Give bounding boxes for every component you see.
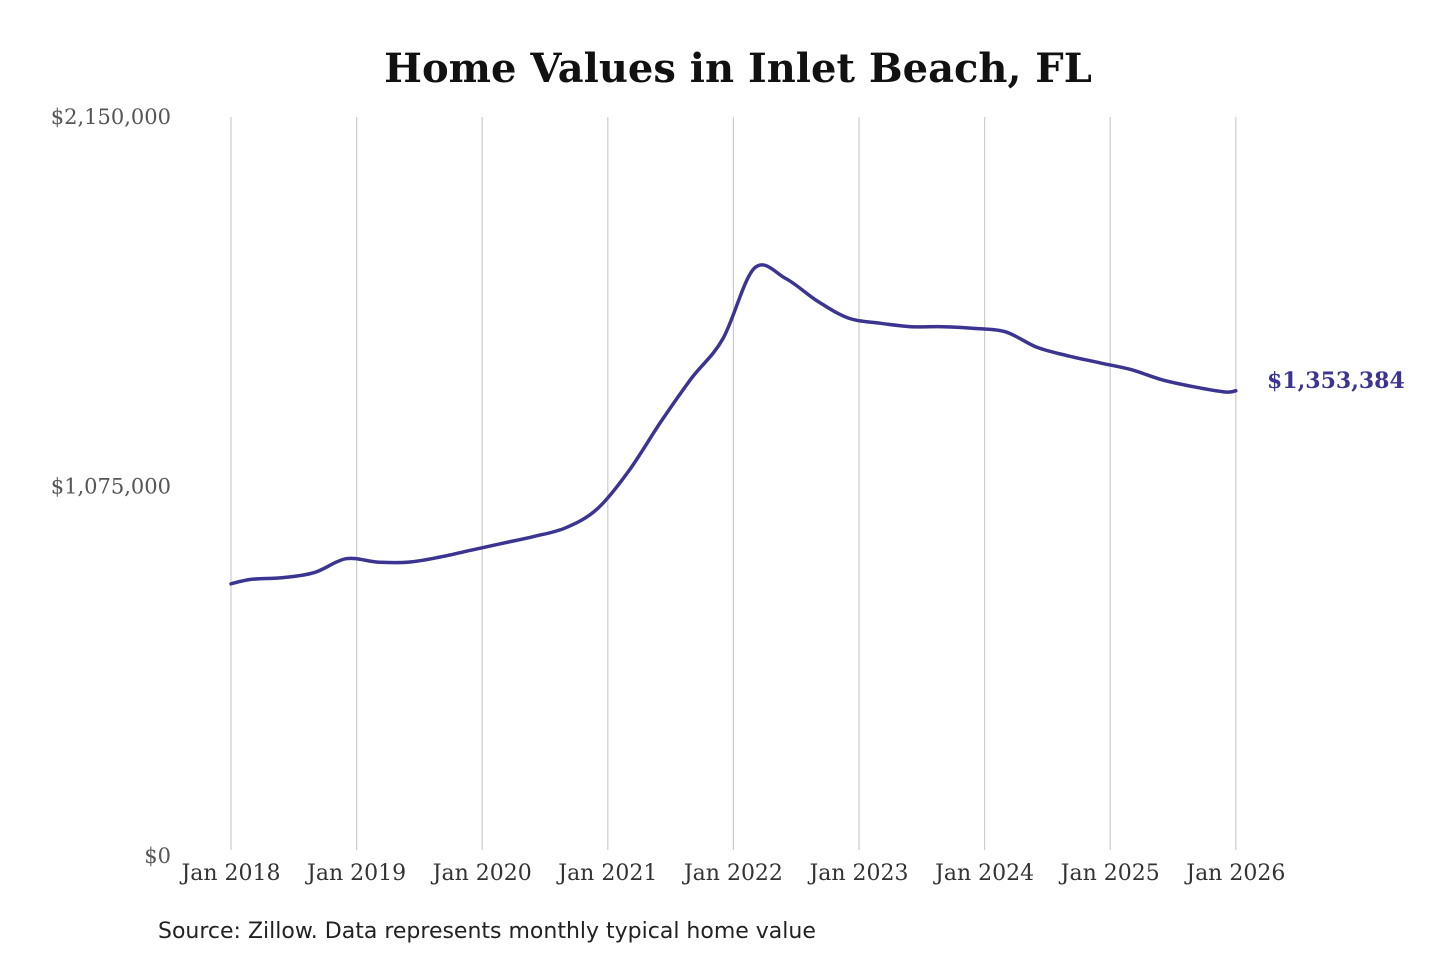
chart-title: Home Values in Inlet Beach, FL bbox=[384, 45, 1092, 92]
last-value-label: $1,353,384 bbox=[1267, 368, 1405, 394]
x-tick-label: Jan 2023 bbox=[807, 861, 908, 886]
y-tick-label: $0 bbox=[144, 844, 171, 868]
source-note: Source: Zillow. Data represents monthly … bbox=[158, 919, 816, 944]
x-tick-label: Jan 2025 bbox=[1059, 861, 1160, 886]
vertical-gridlines bbox=[230, 117, 1237, 850]
x-tick-label: Jan 2024 bbox=[933, 861, 1034, 886]
y-axis-tick-labels: $0 $1,075,000 $2,150,000 bbox=[51, 105, 171, 868]
x-tick-label: Jan 2021 bbox=[556, 861, 657, 886]
x-tick-label: Jan 2019 bbox=[305, 861, 406, 886]
x-axis-tick-labels: Jan 2018 Jan 2019 Jan 2020 Jan 2021 Jan 2022… bbox=[179, 861, 1285, 886]
x-tick-label: Jan 2026 bbox=[1184, 861, 1285, 886]
home-value-line bbox=[229, 263, 1238, 586]
x-tick-label: Jan 2018 bbox=[179, 861, 280, 886]
x-tick-label: Jan 2022 bbox=[682, 861, 783, 886]
y-tick-label: $1,075,000 bbox=[51, 475, 171, 499]
x-tick-label: Jan 2020 bbox=[431, 861, 532, 886]
y-tick-label: $2,150,000 bbox=[51, 105, 171, 129]
